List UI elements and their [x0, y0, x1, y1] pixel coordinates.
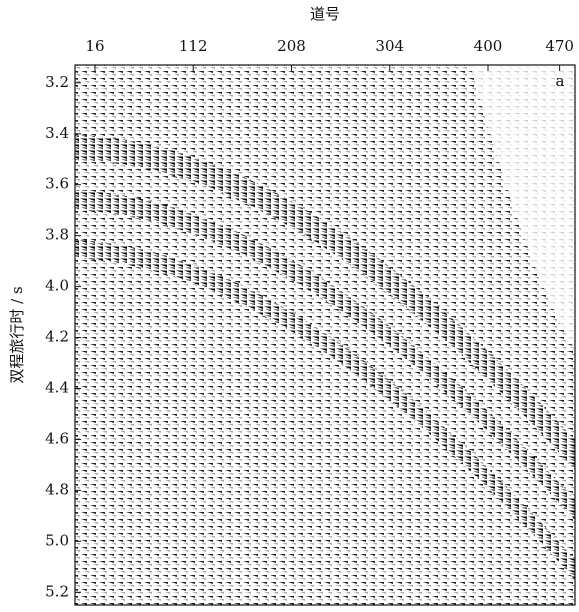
- seismic-section: [75, 65, 575, 605]
- y-tick-label: 4.2: [45, 328, 69, 346]
- y-axis-title: 双程旅行时 / s: [8, 286, 26, 383]
- x-tick-label: 304: [375, 37, 404, 55]
- y-tick-label: 3.2: [45, 73, 69, 91]
- plot-frame: [74, 64, 576, 606]
- x-tick-label: 208: [277, 37, 306, 55]
- y-tick-label: 3.4: [45, 124, 69, 142]
- x-tick-label: 16: [85, 37, 104, 55]
- y-tick-label: 4.4: [45, 378, 69, 396]
- y-tick-label: 4.6: [45, 429, 69, 447]
- mute-zone: [470, 65, 575, 350]
- y-tick-label: 3.8: [45, 226, 69, 244]
- y-tick-label: 3.6: [45, 175, 69, 193]
- y-tick-label: 4.0: [45, 277, 69, 295]
- y-tick-label: 5.2: [45, 582, 69, 600]
- x-tick-label: 470: [545, 37, 574, 55]
- x-tick-label: 400: [474, 37, 503, 55]
- x-axis-title: 道号: [310, 5, 340, 23]
- y-tick-label: 4.8: [45, 480, 69, 498]
- panel-label: a: [556, 72, 565, 90]
- x-tick-label: 112: [179, 37, 208, 55]
- y-tick-label: 5.0: [45, 531, 69, 549]
